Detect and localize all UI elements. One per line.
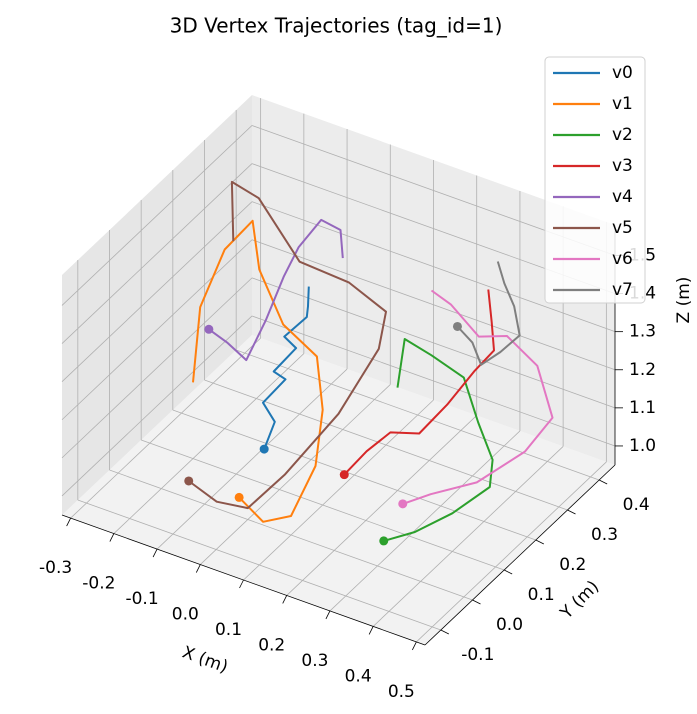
tick-mark xyxy=(325,610,331,620)
x-tick-label: -0.2 xyxy=(82,574,115,594)
z-tick-label: 1.0 xyxy=(629,436,656,456)
tick-mark xyxy=(282,595,288,604)
z-axis-label: Z (m) xyxy=(674,277,694,324)
x-axis-line xyxy=(61,514,426,646)
legend-label: v1 xyxy=(612,94,633,114)
trajectory-line xyxy=(456,261,521,366)
legend-label: v3 xyxy=(612,156,633,176)
x-tick-label: 0.5 xyxy=(388,682,415,702)
legend-label: v7 xyxy=(612,280,633,300)
tick-mark xyxy=(598,479,608,485)
y-tick-label: 0.1 xyxy=(528,585,555,605)
y-tick-label: 0.4 xyxy=(623,495,650,515)
x-tick-label: 0.0 xyxy=(172,605,199,625)
start-marker xyxy=(234,492,244,502)
y-tick-label: 0.2 xyxy=(559,555,586,575)
y-axis-line xyxy=(424,464,616,646)
legend-label: v5 xyxy=(612,218,633,238)
tick-mark xyxy=(503,569,513,575)
grid-line xyxy=(329,430,521,612)
trajectory-line xyxy=(262,286,310,450)
tick-mark xyxy=(535,539,545,545)
grid-line xyxy=(61,277,253,459)
legend-label: v0 xyxy=(612,63,633,83)
y-tick-label: 0.0 xyxy=(496,615,523,635)
trajectory-line xyxy=(402,289,554,505)
start-marker xyxy=(379,536,389,546)
tick-mark xyxy=(368,626,374,635)
y-tick-label: 0.3 xyxy=(591,525,618,545)
start-marker xyxy=(339,470,349,480)
tick-mark xyxy=(411,641,417,651)
tick-mark xyxy=(195,564,201,573)
grid-line xyxy=(61,201,253,382)
grid-line xyxy=(243,399,434,581)
y-tick-label: -0.1 xyxy=(461,645,494,665)
x-tick-label: -0.3 xyxy=(39,558,72,578)
trajectory-line xyxy=(192,219,324,523)
legend-label: v6 xyxy=(612,249,633,269)
trajectory-line xyxy=(208,218,344,362)
grid-line xyxy=(251,201,616,333)
grid-line xyxy=(61,163,253,344)
chart-title: 3D Vertex Trajectories (tag_id=1) xyxy=(170,14,503,38)
grid-line xyxy=(251,315,616,447)
start-marker xyxy=(184,476,194,486)
tick-mark xyxy=(152,548,158,558)
start-marker xyxy=(398,499,408,509)
x-tick-label: 0.4 xyxy=(345,666,372,686)
x-axis-label: X (m) xyxy=(180,643,231,678)
trajectory-line xyxy=(343,289,495,476)
trajectory-line xyxy=(383,338,494,542)
grid-line xyxy=(251,239,616,371)
grid-line xyxy=(156,368,348,550)
grid-line xyxy=(251,277,616,409)
tick-mark xyxy=(567,509,576,515)
start-marker xyxy=(452,321,462,331)
grid-line xyxy=(61,125,253,306)
grid-line xyxy=(372,446,564,627)
x-tick-label: 0.1 xyxy=(215,620,242,640)
tick-mark xyxy=(66,517,72,527)
tick-mark xyxy=(239,579,244,589)
legend-box xyxy=(544,56,646,304)
grid-line xyxy=(109,469,473,601)
grid-line xyxy=(61,315,253,497)
grid-line xyxy=(416,461,607,643)
z-tick-label: 1.2 xyxy=(629,360,656,380)
trajectory-line xyxy=(188,180,387,510)
legend-label: v4 xyxy=(612,187,633,207)
y-axis-label: Y (m) xyxy=(556,577,603,624)
z-tick-label: 1.1 xyxy=(629,398,656,418)
grid-line xyxy=(286,415,477,596)
x-tick-label: -0.1 xyxy=(125,589,158,609)
grid-line xyxy=(77,499,441,631)
grid-line xyxy=(141,439,505,571)
grid-line xyxy=(200,384,391,565)
grid-line xyxy=(172,409,536,541)
grid-line xyxy=(236,349,600,481)
legend: v0 v1 v2 v3 v4 v5 v6 v7 xyxy=(544,56,646,304)
start-marker xyxy=(204,324,214,334)
tick-mark xyxy=(440,629,450,635)
tick-mark xyxy=(109,533,115,542)
x-tick-label: 0.2 xyxy=(258,635,285,655)
grid-line xyxy=(61,239,253,421)
grid-line xyxy=(113,353,305,534)
grid-line xyxy=(70,337,261,519)
tick-mark xyxy=(472,599,481,605)
legend-label: v2 xyxy=(612,125,633,145)
start-marker xyxy=(259,444,269,454)
x-tick-label: 0.3 xyxy=(301,651,328,671)
z-tick-label: 1.3 xyxy=(629,322,656,342)
